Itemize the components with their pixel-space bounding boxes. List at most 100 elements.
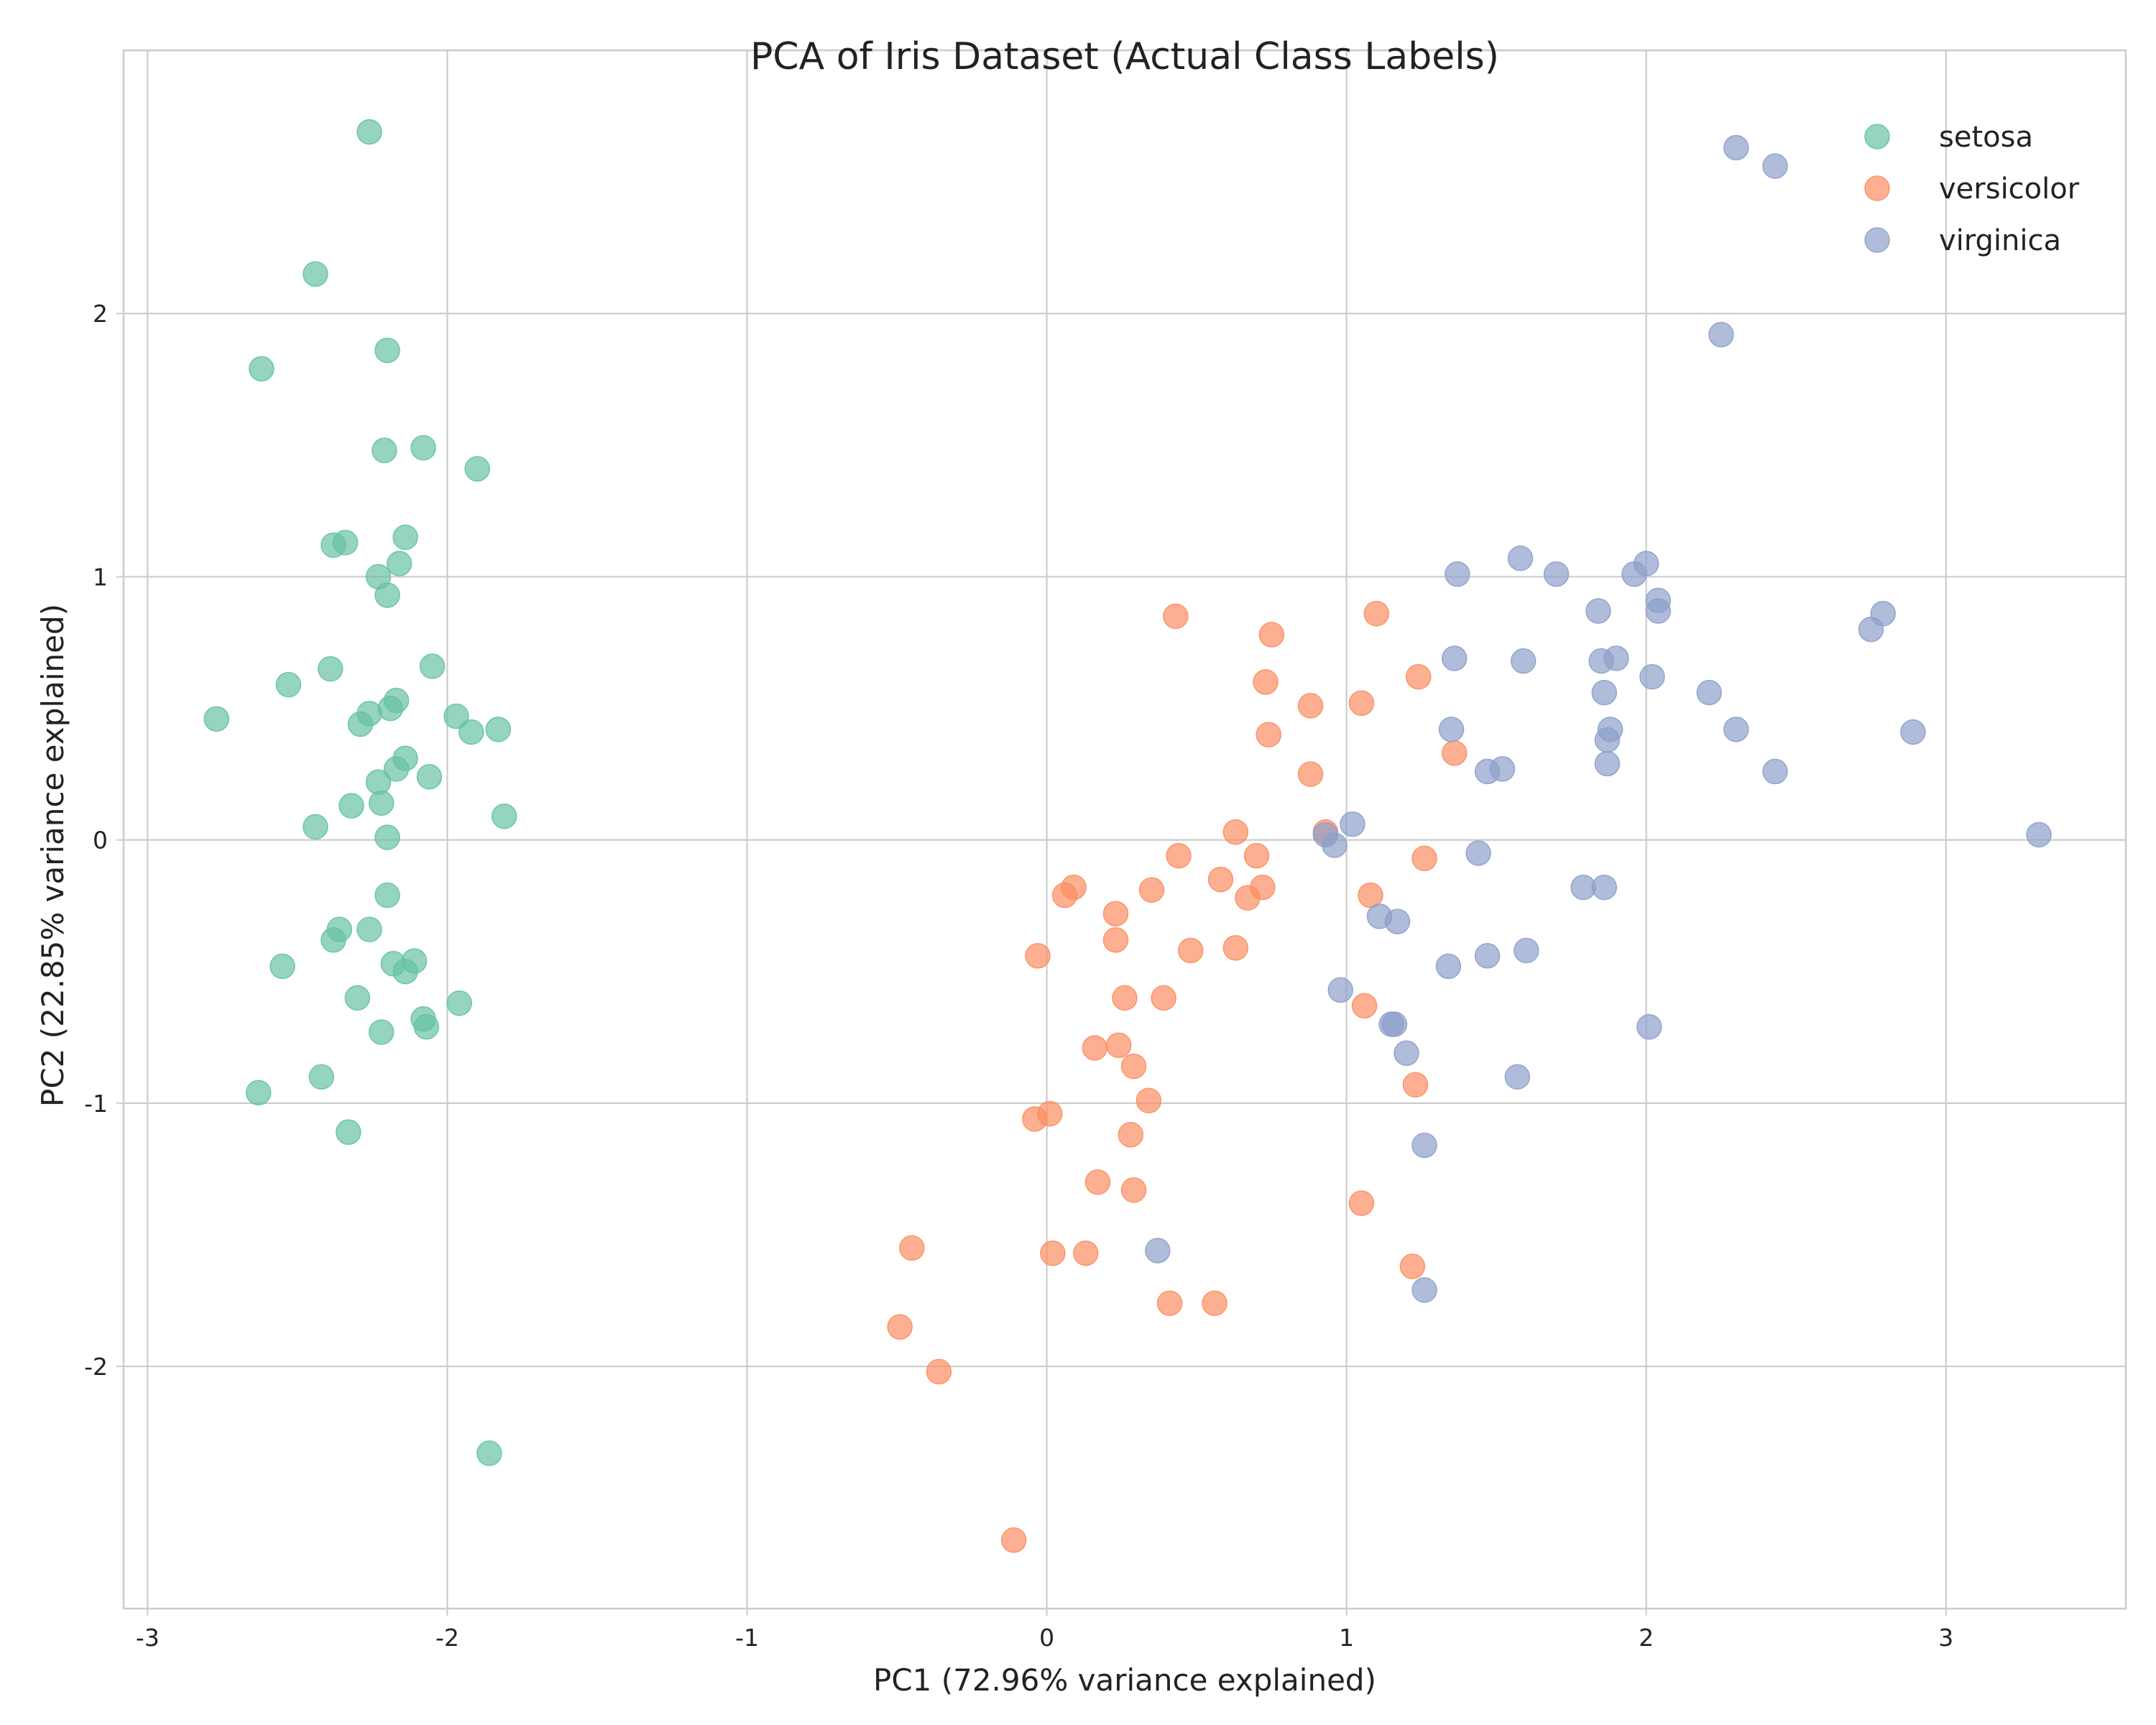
virginica-point	[1603, 645, 1629, 671]
setosa-point	[249, 356, 275, 382]
setosa-point	[383, 687, 410, 714]
virginica-point	[1645, 598, 1672, 624]
versicolor-point	[1156, 1290, 1183, 1316]
versicolor-point	[1243, 842, 1270, 869]
versicolor-point	[1405, 663, 1432, 690]
virginica-point	[1708, 321, 1734, 348]
y-tick-label: 0	[93, 827, 108, 855]
setosa-point	[332, 530, 359, 556]
series-virginica	[1145, 134, 2052, 1303]
virginica-point	[1474, 943, 1501, 969]
versicolor-point	[1135, 1087, 1162, 1113]
setosa-point	[275, 671, 302, 698]
setosa-point	[446, 990, 472, 1016]
versicolor-point	[1399, 1254, 1426, 1279]
setosa-point	[308, 1064, 335, 1090]
versicolor-point	[1138, 877, 1165, 903]
virginica-point	[1723, 717, 1749, 742]
versicolor-point	[1178, 937, 1204, 964]
x-axis-label: PC1 (72.96% variance explained)	[873, 1662, 1376, 1698]
legend-label-setosa: setosa	[1939, 121, 2033, 154]
setosa-point	[318, 656, 344, 682]
virginica-point	[1381, 1011, 1408, 1037]
versicolor-point	[1411, 845, 1437, 872]
x-tick-label: -2	[436, 1624, 459, 1652]
virginica-point	[1585, 598, 1611, 624]
y-tick-label: -2	[84, 1353, 108, 1381]
setosa-point	[203, 706, 230, 732]
virginica-point	[1411, 1277, 1437, 1303]
tick-labels: -3 -2 -1 0 1 2 3 -2 -1 0 1 2	[84, 300, 1953, 1652]
versicolor-point	[1297, 693, 1324, 719]
setosa-point	[374, 337, 400, 364]
setosa-point	[270, 953, 295, 980]
setosa-point	[386, 551, 413, 576]
setosa-point	[321, 927, 346, 953]
x-tick-label: 1	[1339, 1624, 1354, 1652]
setosa-point	[303, 814, 328, 840]
setosa-point	[303, 261, 328, 288]
versicolor-point	[1036, 1100, 1063, 1127]
setosa-point	[410, 435, 436, 461]
setosa-point	[392, 524, 418, 551]
versicolor-point	[1235, 885, 1261, 911]
versicolor-point	[1297, 761, 1324, 787]
virginica-point	[1594, 750, 1621, 777]
setosa-point	[443, 703, 469, 730]
legend-marker-setosa	[1864, 124, 1890, 150]
setosa-point	[383, 756, 410, 782]
setosa-point	[347, 711, 374, 737]
virginica-point	[1762, 153, 1788, 179]
versicolor-point	[1222, 819, 1249, 845]
versicolor-point	[899, 1235, 925, 1261]
x-tick-label: -3	[136, 1624, 160, 1652]
virginica-point	[1145, 1238, 1171, 1264]
y-axis-label: PC2 (22.85% variance explained)	[35, 604, 70, 1107]
virginica-point	[1639, 663, 1665, 690]
virginica-point	[1384, 908, 1411, 934]
setosa-point	[245, 1080, 272, 1105]
versicolor-point	[1151, 985, 1176, 1011]
versicolor-point	[1118, 1122, 1144, 1148]
versicolor-point	[1348, 690, 1375, 716]
versicolor-point	[1163, 603, 1189, 630]
versicolor-point	[1051, 882, 1078, 908]
setosa-point	[416, 764, 443, 790]
legend-label-versicolor: versicolor	[1939, 172, 2080, 206]
legend: setosa versicolor virginica	[1864, 121, 2080, 257]
setosa-point	[476, 1440, 502, 1466]
virginica-point	[1507, 546, 1534, 571]
versicolor-point	[1073, 1240, 1099, 1266]
x-tick-label: 2	[1639, 1624, 1654, 1652]
setosa-point	[374, 582, 400, 608]
setosa-point	[374, 882, 400, 908]
setosa-point	[464, 456, 490, 482]
virginica-point	[1621, 561, 1647, 587]
virginica-point	[1723, 134, 1749, 161]
versicolor-point	[1105, 1032, 1132, 1059]
versicolor-point	[1040, 1240, 1066, 1266]
virginica-point	[1514, 937, 1539, 964]
legend-label-virginica: virginica	[1939, 224, 2061, 257]
versicolor-point	[1207, 866, 1234, 893]
versicolor-point	[1363, 600, 1390, 627]
virginica-point	[1411, 1132, 1437, 1159]
versicolor-point	[1025, 943, 1051, 969]
virginica-point	[1465, 840, 1491, 866]
versicolor-point	[1351, 993, 1378, 1019]
versicolor-point	[926, 1358, 952, 1385]
virginica-point	[1438, 717, 1465, 742]
grid-lines	[124, 50, 2126, 1609]
setosa-point	[459, 719, 484, 745]
versicolor-point	[1256, 722, 1281, 748]
y-tick-label: 2	[93, 300, 108, 328]
y-tick-label: 1	[93, 563, 108, 591]
setosa-point	[485, 717, 512, 742]
virginica-point	[1327, 977, 1354, 1003]
versicolor-point	[1222, 935, 1249, 961]
setosa-point	[365, 769, 392, 795]
virginica-point	[1393, 1040, 1419, 1067]
versicolor-point	[1120, 1177, 1147, 1203]
x-tick-label: 3	[1938, 1624, 1953, 1652]
